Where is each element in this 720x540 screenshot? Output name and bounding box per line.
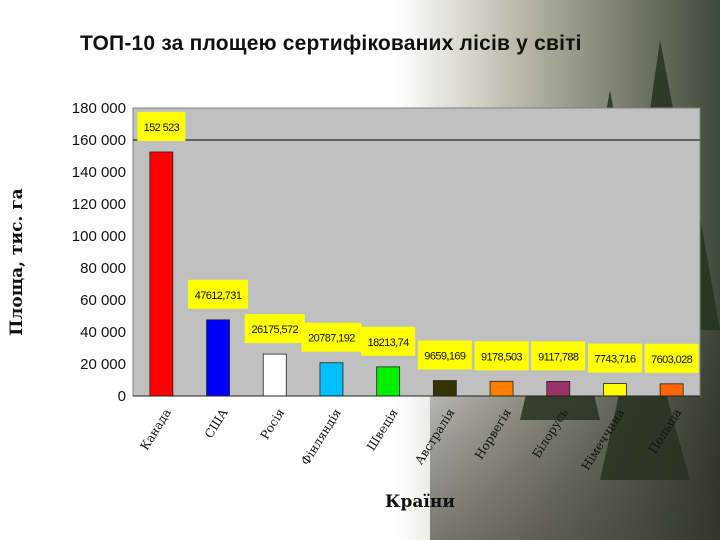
data-label: 18213,74	[368, 337, 410, 349]
bar	[432, 380, 457, 397]
y-tick-label: 160 000	[72, 132, 126, 149]
chart-title: ТОП-10 за площею сертифікованих лісів у …	[80, 32, 582, 55]
data-label: 9659,169	[424, 351, 466, 363]
x-tick-label: Фінляндія	[298, 406, 344, 468]
x-tick-label: Німеччина	[579, 406, 628, 473]
bar	[659, 383, 684, 397]
x-tick-label: Швеція	[364, 406, 401, 453]
data-label-box	[644, 343, 699, 373]
data-label-box	[301, 322, 362, 352]
data-label: 9117,788	[538, 351, 579, 363]
data-label-box	[361, 326, 416, 356]
data-label-box	[474, 341, 529, 371]
bar	[262, 353, 287, 397]
bar	[546, 381, 571, 397]
data-label-box	[137, 111, 186, 141]
x-tick-label: Норвегія	[472, 406, 514, 462]
y-tick-label: 0	[118, 388, 126, 405]
data-label-box	[417, 340, 472, 370]
y-tick-label: 100 000	[72, 228, 126, 245]
x-tick-label: Польща	[646, 406, 684, 456]
bar	[603, 383, 627, 397]
bar	[319, 362, 344, 397]
bar	[489, 380, 514, 397]
data-label: 20787,192	[308, 333, 355, 345]
data-label-box	[188, 279, 249, 309]
data-label: 9178,503	[481, 351, 523, 363]
y-tick-label: 140 000	[72, 164, 126, 181]
x-axis-title: Країни	[385, 492, 455, 512]
x-tick-label: Росія	[258, 406, 288, 442]
y-tick-label: 120 000	[72, 196, 126, 213]
x-tick-label: Австралія	[412, 406, 457, 467]
data-label-box	[531, 341, 586, 371]
data-label: 7603,028	[651, 354, 693, 366]
bar	[376, 366, 401, 397]
y-axis-title: Площа, тис. га	[7, 188, 27, 335]
y-tick-label: 60 000	[80, 292, 126, 309]
x-tick-label: Білорусь	[530, 406, 572, 461]
data-label: 26175,572	[251, 324, 298, 336]
bar	[149, 151, 174, 397]
y-tick-label: 40 000	[80, 324, 126, 341]
data-label: 47612,731	[195, 290, 242, 302]
y-tick-label: 20 000	[80, 356, 126, 373]
y-tick-label: 180 000	[72, 100, 126, 117]
data-label: 152 523	[144, 122, 180, 134]
bar	[206, 319, 230, 397]
y-tick-label: 80 000	[80, 260, 126, 277]
x-tick-label: Канада	[138, 406, 174, 453]
data-label: 7743,716	[594, 354, 636, 366]
data-label-box	[587, 343, 642, 373]
data-label-box	[244, 314, 305, 344]
x-tick-label: США	[202, 406, 231, 441]
